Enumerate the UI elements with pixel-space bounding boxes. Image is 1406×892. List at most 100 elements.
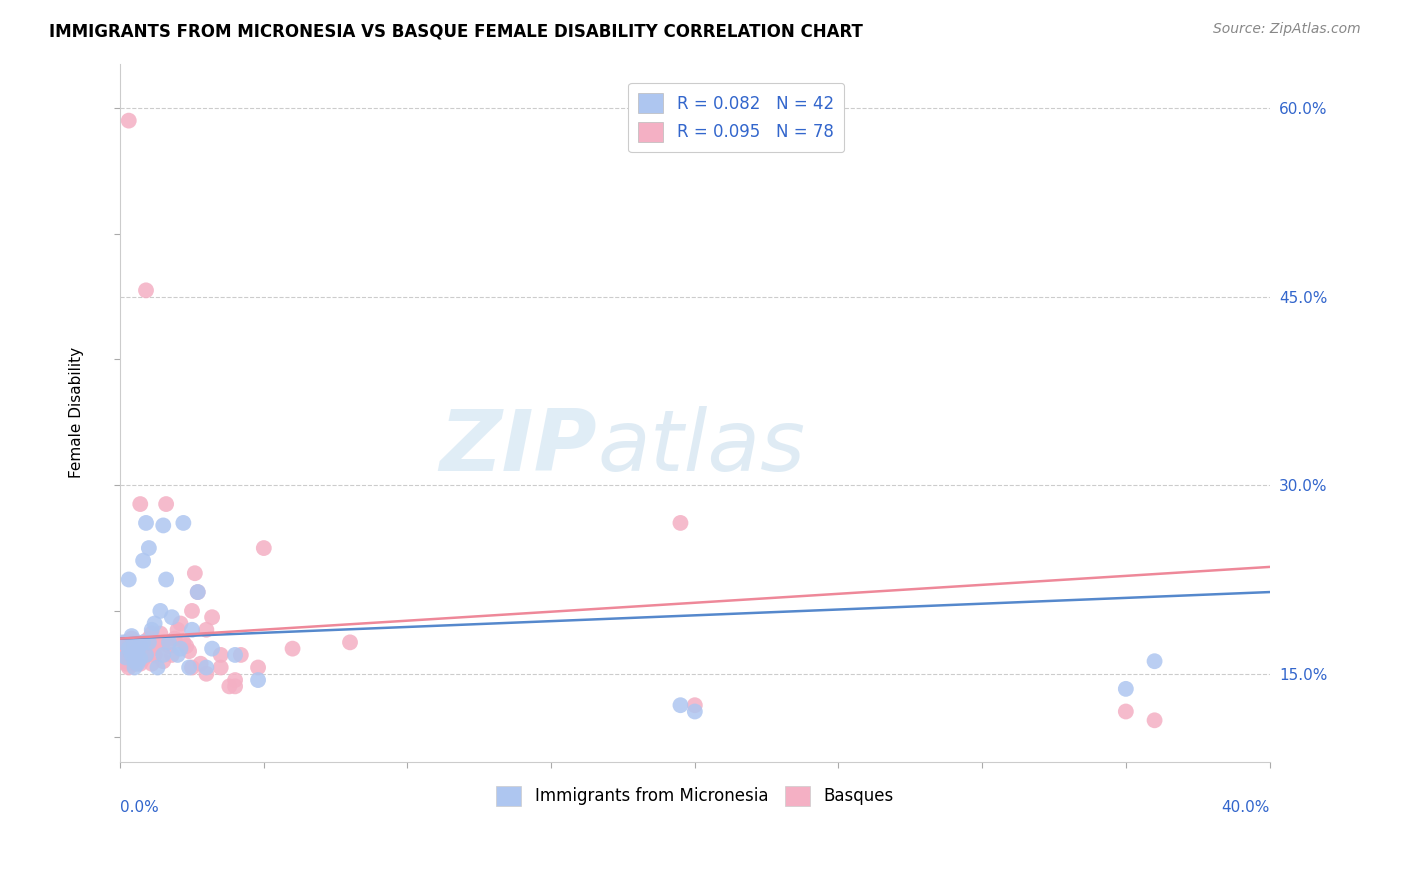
Point (127, 644, 149, 658)
Text: 0.0%: 0.0% (120, 800, 159, 815)
Point (132, 635, 155, 649)
Point (138, 541, 160, 555)
Point (135, 648, 157, 662)
Point (129, 651, 152, 665)
Point (181, 604, 204, 618)
Point (124, 639, 146, 653)
Point (174, 639, 197, 653)
Point (143, 616, 166, 631)
Point (135, 516, 157, 530)
Point (195, 666, 218, 681)
Point (152, 648, 174, 662)
Point (141, 626, 163, 640)
Point (152, 635, 174, 649)
Point (1115, 705, 1137, 719)
Point (281, 641, 304, 656)
Point (224, 679, 246, 693)
Point (209, 648, 232, 662)
Point (160, 610, 183, 624)
Point (218, 679, 240, 693)
Point (132, 651, 155, 665)
Point (166, 648, 188, 662)
Point (247, 660, 270, 674)
Point (339, 635, 361, 649)
Point (149, 604, 172, 618)
Point (169, 641, 191, 656)
Point (121, 644, 143, 658)
Point (149, 626, 172, 640)
Point (160, 648, 183, 662)
Point (124, 654, 146, 668)
Point (1115, 681, 1137, 696)
Point (143, 648, 166, 662)
Point (143, 635, 166, 649)
Point (157, 639, 180, 653)
Point (152, 654, 174, 668)
Point (135, 284, 157, 298)
Point (132, 644, 155, 658)
Point (155, 497, 177, 511)
Point (124, 657, 146, 671)
Point (181, 623, 204, 637)
Point (121, 635, 143, 649)
Point (124, 651, 146, 665)
Point (163, 632, 186, 646)
Point (683, 705, 706, 719)
Point (141, 623, 163, 637)
Point (155, 573, 177, 587)
Point (115, 657, 138, 671)
Point (129, 497, 152, 511)
Point (135, 648, 157, 662)
Point (115, 644, 138, 658)
Point (115, 650, 138, 665)
Point (195, 623, 218, 637)
Text: ZIP: ZIP (440, 407, 598, 490)
Text: IMMIGRANTS FROM MICRONESIA VS BASQUE FEMALE DISABILITY CORRELATION CHART: IMMIGRANTS FROM MICRONESIA VS BASQUE FEM… (49, 22, 863, 40)
Point (224, 648, 246, 662)
Point (187, 585, 209, 599)
Point (138, 635, 160, 649)
Point (129, 639, 152, 653)
Legend: R = 0.082   N = 42, R = 0.095   N = 78: R = 0.082 N = 42, R = 0.095 N = 78 (628, 83, 844, 152)
Point (115, 635, 138, 649)
Point (172, 516, 194, 530)
Point (132, 554, 155, 568)
Point (224, 673, 246, 687)
Point (209, 660, 232, 674)
Point (190, 657, 212, 671)
Point (253, 541, 276, 555)
Point (1143, 714, 1166, 728)
Point (129, 657, 152, 671)
Point (127, 654, 149, 668)
Point (669, 516, 692, 530)
Point (127, 635, 149, 649)
Point (121, 629, 143, 643)
Point (247, 673, 270, 687)
Point (1143, 654, 1166, 668)
Point (121, 632, 143, 646)
Point (111, 639, 134, 653)
Point (115, 651, 138, 665)
Point (138, 644, 160, 658)
Point (135, 648, 157, 662)
Point (111, 654, 134, 668)
Point (201, 641, 224, 656)
Point (184, 566, 207, 581)
Point (172, 635, 194, 649)
Point (152, 518, 174, 533)
Point (146, 641, 169, 656)
Text: Female Disability: Female Disability (69, 347, 84, 478)
Text: Source: ZipAtlas.com: Source: ZipAtlas.com (1213, 22, 1361, 37)
Point (129, 648, 152, 662)
Text: 40.0%: 40.0% (1222, 800, 1270, 815)
Point (683, 698, 706, 713)
Point (118, 651, 141, 665)
Point (179, 660, 201, 674)
Point (121, 651, 143, 665)
Point (201, 610, 224, 624)
Point (669, 698, 692, 713)
Point (118, 635, 141, 649)
Point (166, 623, 188, 637)
Point (111, 648, 134, 662)
Point (181, 660, 204, 674)
